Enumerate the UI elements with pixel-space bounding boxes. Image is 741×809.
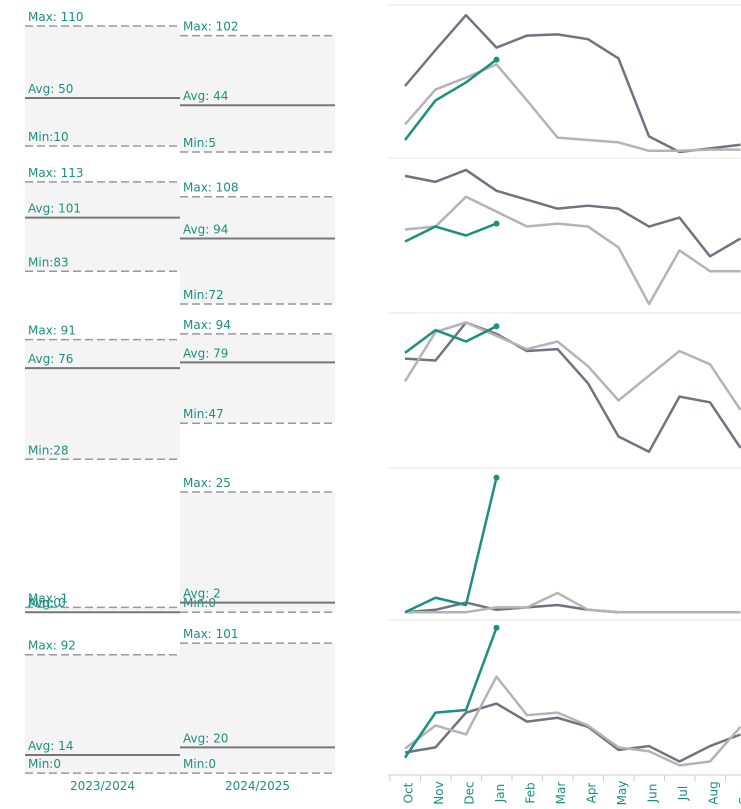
series-line — [404, 702, 741, 763]
avg-label: Avg: 0 — [28, 596, 66, 610]
min-label: Min:5 — [183, 136, 216, 150]
min-label: Min:47 — [183, 407, 224, 421]
month-label: Apr — [585, 783, 599, 804]
last-point — [493, 474, 500, 481]
max-label: Max: 108 — [183, 181, 239, 195]
series-line — [403, 321, 741, 411]
series-line — [405, 591, 741, 614]
series-line — [404, 601, 741, 614]
avg-label: Avg: 14 — [28, 739, 73, 753]
month-label: Dec — [463, 781, 477, 804]
last-point — [493, 624, 500, 631]
series-line — [404, 675, 741, 767]
min-label: Min:0 — [28, 757, 61, 771]
month-label: Feb — [524, 782, 538, 803]
max-label: Max: 102 — [183, 20, 239, 34]
series-line — [404, 222, 497, 243]
series-line — [404, 13, 741, 154]
series-line — [403, 627, 498, 759]
range-band — [180, 196, 335, 305]
series-line — [404, 195, 741, 306]
min-label: Min:10 — [28, 130, 69, 144]
max-label: Max: 25 — [183, 476, 231, 490]
range-band — [25, 181, 180, 272]
range-band — [180, 35, 335, 152]
min-label: Min:83 — [28, 255, 69, 269]
range-band — [25, 607, 180, 613]
month-label: Jul — [676, 786, 690, 801]
min-label: Min:0 — [183, 757, 216, 771]
range-band — [25, 26, 180, 146]
series-line — [404, 321, 741, 453]
avg-label: Avg: 2 — [183, 587, 221, 601]
month-label: Jun — [646, 784, 660, 804]
series-line — [404, 58, 498, 141]
last-point — [493, 220, 500, 227]
series-line — [404, 63, 741, 153]
series-line — [404, 168, 741, 258]
month-label: Jan — [493, 784, 507, 804]
month-label: Aug — [707, 781, 721, 804]
avg-label: Avg: 20 — [183, 731, 228, 745]
last-point — [493, 323, 500, 330]
avg-label: Avg: 44 — [183, 89, 228, 103]
min-label: Min:28 — [28, 443, 69, 457]
avg-label: Avg: 94 — [183, 222, 228, 236]
range-band — [180, 643, 335, 774]
avg-label: Avg: 76 — [28, 352, 73, 366]
avg-label: Avg: 50 — [28, 82, 73, 96]
max-label: Max: 113 — [28, 166, 84, 180]
avg-label: Avg: 79 — [183, 346, 228, 360]
series-line — [404, 477, 498, 614]
avg-label: Avg: 101 — [28, 202, 81, 216]
range-band — [180, 492, 335, 613]
max-label: Max: 110 — [28, 10, 84, 24]
range-band — [25, 339, 180, 460]
month-label: Oct — [402, 782, 416, 803]
series-line — [404, 325, 498, 354]
last-point — [493, 56, 500, 63]
max-label: Max: 91 — [28, 324, 76, 338]
max-label: Max: 94 — [183, 318, 231, 332]
min-label: Min:0 — [28, 596, 61, 610]
month-label: Sep — [737, 782, 741, 805]
max-label: Max: 1 — [28, 591, 68, 605]
min-label: Min:72 — [183, 288, 224, 302]
column-label: 2024/2025 — [225, 779, 290, 793]
max-label: Max: 92 — [28, 639, 76, 653]
range-band — [25, 654, 180, 774]
max-label: Max: 101 — [183, 627, 239, 641]
column-label: 2023/2024 — [70, 779, 135, 793]
month-label: May — [615, 781, 629, 806]
month-label: Nov — [432, 781, 446, 804]
month-label: Mar — [554, 782, 568, 805]
range-band — [180, 333, 335, 424]
